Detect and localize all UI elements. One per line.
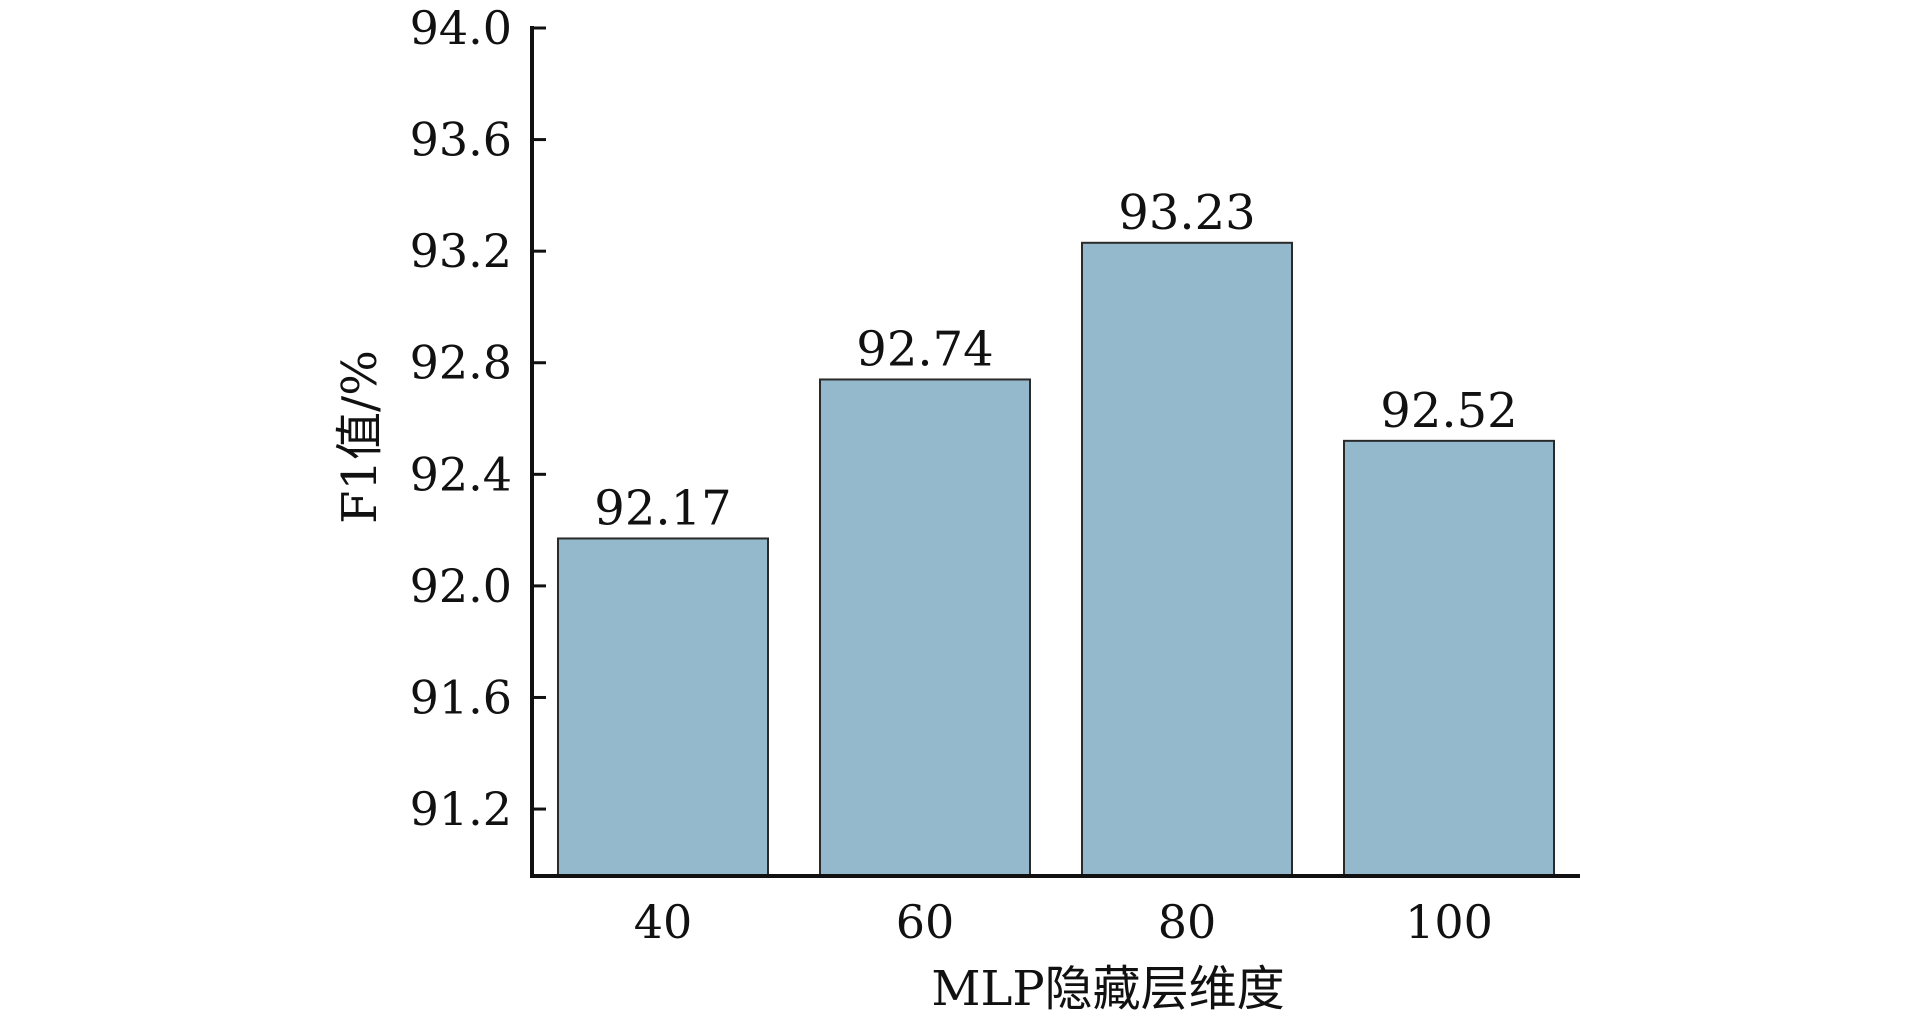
x-tick-label-80: 80 [1158,895,1217,949]
axes-group [530,26,1580,878]
data-label-40: 92.17 [594,480,731,536]
data-label-80: 93.23 [1118,185,1255,241]
y-tick-label-93.2: 93.2 [410,224,512,278]
y-tick-label-92.8: 92.8 [410,336,512,390]
bars-group [557,241,1555,877]
y-tick-label-93.6: 93.6 [410,113,512,167]
y-tick-label-91.6: 91.6 [410,670,512,724]
x-axis-title: MLP隐藏层维度 [931,961,1284,1016]
y-tick-label-92.0: 92.0 [410,559,512,613]
x-tick-label-60: 60 [896,895,955,949]
x-tick-label-100: 100 [1405,895,1493,949]
data-labels-group: 92.17 92.74 93.23 92.52 [594,185,1517,537]
data-label-100: 92.52 [1380,383,1517,439]
y-ticks-group: 91.2 91.6 92.0 92.4 92.8 93.2 93.6 94.0 [410,1,546,836]
x-tick-label-40: 40 [634,895,693,949]
y-tick-label-92.4: 92.4 [410,447,512,501]
data-label-60: 92.74 [856,321,993,377]
y-tick-label-94.0: 94.0 [410,1,512,55]
y-tick-label-91.2: 91.2 [410,782,512,836]
bar-100 [1343,439,1555,877]
bar-80 [1081,241,1293,877]
y-axis-title: F1值/% [332,350,388,524]
x-ticks-group: 40 60 80 100 [634,895,1493,949]
bar-40 [557,537,769,877]
bar-60 [819,378,1031,877]
